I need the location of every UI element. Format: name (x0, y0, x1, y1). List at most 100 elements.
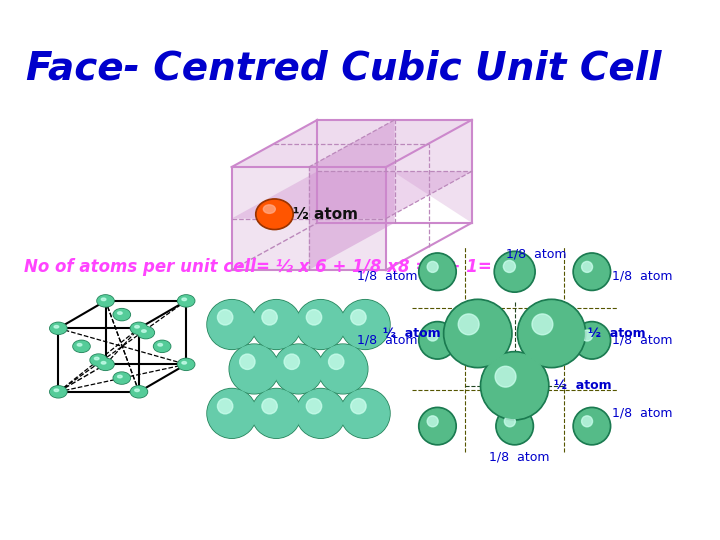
Circle shape (306, 309, 322, 325)
Circle shape (418, 321, 456, 359)
Circle shape (480, 352, 549, 420)
Circle shape (208, 300, 256, 348)
Circle shape (341, 300, 390, 349)
Circle shape (575, 254, 609, 289)
Circle shape (319, 345, 367, 393)
Circle shape (328, 354, 344, 369)
Circle shape (444, 299, 512, 368)
Circle shape (494, 251, 535, 292)
Polygon shape (309, 120, 395, 270)
Ellipse shape (113, 372, 130, 384)
Circle shape (351, 309, 366, 325)
Ellipse shape (138, 327, 153, 338)
Ellipse shape (50, 386, 67, 398)
Polygon shape (232, 120, 472, 167)
Ellipse shape (77, 343, 82, 346)
Text: 1/8  atom: 1/8 atom (506, 248, 567, 261)
Circle shape (573, 321, 611, 359)
Ellipse shape (117, 375, 122, 378)
Text: No of atoms per unit cell= ½ x 6 + 1/8 x8 =3 + 1= 4: No of atoms per unit cell= ½ x 6 + 1/8 x… (24, 259, 509, 276)
Circle shape (532, 314, 553, 335)
Circle shape (297, 389, 345, 437)
Circle shape (252, 389, 300, 437)
Circle shape (208, 389, 256, 437)
Circle shape (420, 323, 454, 357)
Circle shape (296, 300, 346, 349)
Ellipse shape (179, 296, 194, 306)
Ellipse shape (135, 326, 140, 328)
Polygon shape (386, 120, 472, 223)
Text: 1/8  atom: 1/8 atom (357, 269, 418, 282)
Ellipse shape (178, 359, 194, 370)
Ellipse shape (91, 355, 107, 365)
Ellipse shape (182, 361, 186, 364)
Circle shape (573, 253, 611, 291)
Ellipse shape (54, 326, 59, 328)
Circle shape (498, 409, 532, 443)
Text: 1/8  atom: 1/8 atom (611, 407, 672, 420)
Text: 1/8  atom: 1/8 atom (489, 450, 549, 463)
Ellipse shape (182, 298, 186, 301)
Text: Face- Centred Cubic Unit Cell: Face- Centred Cubic Unit Cell (26, 50, 661, 87)
Circle shape (420, 409, 454, 443)
Circle shape (498, 254, 532, 289)
Ellipse shape (102, 298, 106, 301)
Circle shape (503, 260, 516, 273)
Ellipse shape (256, 199, 293, 230)
Text: ½  atom: ½ atom (588, 327, 646, 340)
Circle shape (496, 253, 534, 291)
Circle shape (418, 407, 456, 445)
Circle shape (229, 344, 279, 394)
Circle shape (575, 409, 609, 443)
Ellipse shape (73, 340, 90, 352)
Ellipse shape (131, 387, 147, 397)
Circle shape (297, 300, 345, 348)
Ellipse shape (73, 341, 89, 352)
Circle shape (217, 309, 233, 325)
Ellipse shape (130, 322, 148, 334)
Circle shape (495, 366, 516, 387)
Circle shape (458, 314, 479, 335)
Circle shape (274, 345, 323, 393)
Ellipse shape (90, 354, 107, 366)
Circle shape (573, 407, 611, 445)
Ellipse shape (264, 205, 275, 213)
Ellipse shape (153, 340, 171, 352)
Circle shape (445, 301, 510, 366)
Circle shape (575, 323, 609, 357)
Text: ½  atom: ½ atom (383, 327, 441, 340)
Circle shape (427, 416, 438, 427)
Circle shape (252, 300, 300, 348)
Ellipse shape (98, 296, 113, 306)
Circle shape (240, 354, 255, 369)
Circle shape (505, 261, 516, 272)
Circle shape (230, 345, 278, 393)
Circle shape (274, 344, 323, 394)
Ellipse shape (154, 341, 170, 352)
Circle shape (517, 299, 586, 368)
Text: 1/8  atom: 1/8 atom (611, 269, 672, 282)
Ellipse shape (97, 295, 114, 307)
Ellipse shape (94, 357, 99, 360)
Circle shape (482, 353, 547, 418)
Circle shape (207, 300, 257, 349)
Polygon shape (232, 171, 472, 219)
Ellipse shape (117, 312, 122, 314)
Circle shape (582, 261, 593, 272)
Ellipse shape (179, 359, 194, 369)
Circle shape (427, 330, 438, 341)
Ellipse shape (114, 373, 130, 383)
Circle shape (496, 253, 534, 291)
Ellipse shape (98, 359, 113, 369)
Circle shape (418, 253, 456, 291)
Ellipse shape (50, 322, 67, 334)
Circle shape (496, 407, 534, 445)
Ellipse shape (138, 327, 154, 339)
Polygon shape (232, 167, 386, 270)
Ellipse shape (142, 330, 146, 332)
Text: ½ atom: ½ atom (293, 207, 359, 222)
Circle shape (318, 344, 368, 394)
Circle shape (306, 399, 322, 414)
Text: 1/8  atom: 1/8 atom (357, 334, 418, 347)
Ellipse shape (114, 309, 130, 320)
